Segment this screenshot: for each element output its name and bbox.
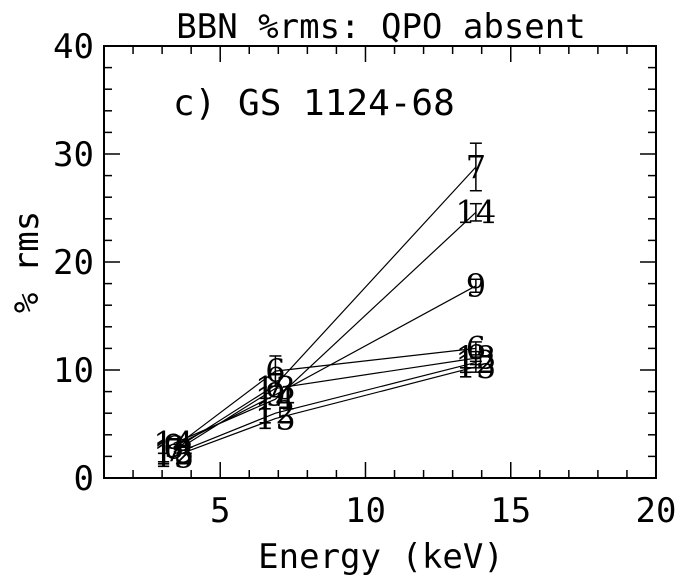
x-tick-label: 20	[636, 491, 677, 531]
point-marker-6: 6	[265, 352, 285, 390]
series-line-6	[173, 347, 476, 449]
point-marker-9: 9	[466, 267, 486, 305]
y-axis-label: % rms	[7, 211, 47, 313]
series-line-7	[173, 166, 477, 451]
chart-title: BBN %rms: QPO absent	[176, 7, 585, 47]
point-marker-6: 6	[466, 329, 486, 367]
x-tick-label: 10	[345, 491, 386, 531]
point-marker-13: 13	[456, 339, 497, 377]
point-marker-12: 12	[456, 343, 497, 381]
y-tick-label: 30	[53, 135, 94, 175]
tick-labels: 5 10 15 20 0 10 20 30 40	[53, 27, 676, 531]
point-marker-15: 15	[153, 437, 194, 475]
point-marker-13: 13	[153, 433, 194, 471]
point-marker-14: 14	[456, 193, 497, 231]
x-axis-label: Energy (keV)	[258, 537, 504, 577]
point-marker-15: 15	[456, 348, 497, 386]
series-line-14	[173, 211, 477, 444]
series-line-15	[173, 366, 477, 457]
series-line-9	[173, 285, 477, 448]
point-marker-7: 7	[265, 366, 285, 404]
y-tick-label: 10	[53, 351, 94, 391]
x-tick-label: 15	[490, 491, 531, 531]
point-marker-9: 9	[164, 428, 184, 466]
series-line-12	[173, 361, 477, 455]
point-marker-7: 7	[164, 431, 184, 469]
point-marker-6: 6	[164, 429, 184, 467]
point-marker-15: 15	[255, 400, 296, 438]
chart-annotation: c) GS 1124-68	[173, 83, 455, 124]
point-marker-9: 9	[265, 376, 285, 414]
point-marker-13: 13	[255, 369, 296, 407]
series-line-13	[173, 357, 476, 453]
x-tick-label: 5	[210, 491, 230, 531]
y-tick-label: 40	[53, 27, 94, 67]
y-tick-label: 0	[74, 459, 94, 499]
point-marker-12: 12	[255, 394, 296, 432]
error-bars	[269, 142, 482, 387]
point-marker-7: 7	[466, 148, 486, 186]
point-marker-12: 12	[153, 435, 194, 473]
point-marker-14: 14	[255, 380, 296, 418]
plot-frame	[103, 45, 657, 479]
series-lines	[173, 166, 477, 457]
point-marker-14: 14	[153, 424, 194, 462]
y-tick-label: 20	[53, 243, 94, 283]
